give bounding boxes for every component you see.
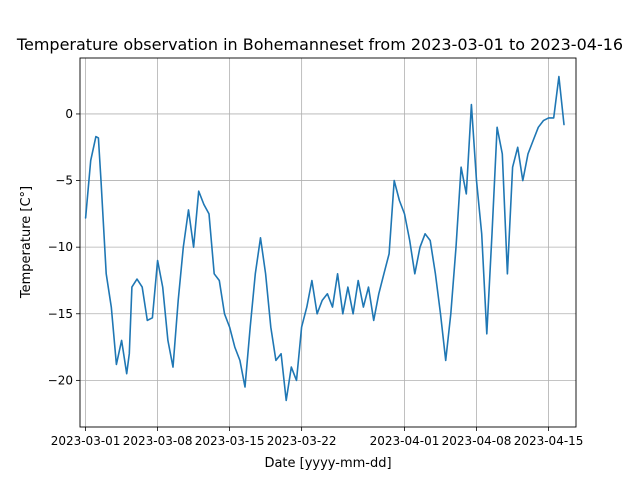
x-tick-label: 2023-03-01 xyxy=(51,434,121,448)
x-tick-label: 2023-04-08 xyxy=(442,434,512,448)
y-tick-label: −20 xyxy=(48,373,73,387)
x-tick-label: 2023-03-08 xyxy=(123,434,193,448)
plot-area-frame xyxy=(79,57,577,428)
y-tick-label: −5 xyxy=(55,174,73,188)
y-tick-label: −15 xyxy=(48,307,73,321)
x-tick-label: 2023-03-15 xyxy=(195,434,265,448)
y-tick-label: −10 xyxy=(48,240,73,254)
chart-title: Temperature observation in Bohemanneset … xyxy=(16,35,623,54)
x-tick-label: 2023-04-15 xyxy=(514,434,584,448)
x-tick-label: 2023-03-22 xyxy=(267,434,337,448)
series-layer xyxy=(84,75,565,402)
y-axis-label: Temperature [C°] xyxy=(19,186,34,299)
x-tick-label: 2023-04-01 xyxy=(370,434,440,448)
axis-ticks: 2023-03-01 2023-03-08 2023-03-15 2023-03-22… xyxy=(48,107,584,448)
grid xyxy=(80,58,576,427)
temperature-series-line xyxy=(84,75,565,402)
y-tick-label: 0 xyxy=(65,107,73,121)
x-axis-label: Date [yyyy-mm-dd] xyxy=(264,456,391,471)
